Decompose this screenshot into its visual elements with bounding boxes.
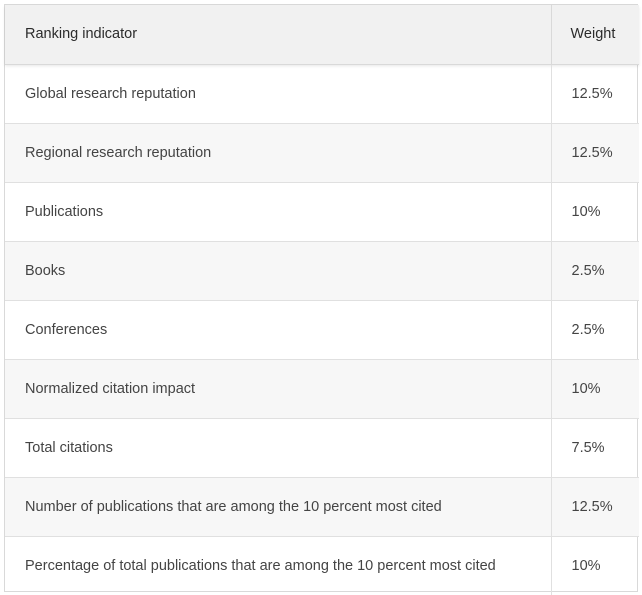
weight-cell: 12.5% (550, 64, 639, 124)
indicator-cell: Regional research reputation (5, 123, 551, 183)
table-row: Regional research reputation 12.5% (5, 123, 639, 183)
indicator-cell: Percentage of total publications that ar… (25, 557, 496, 574)
weight-cell: 12.5% (550, 123, 639, 183)
table-row: Global research reputation 12.5% (5, 64, 639, 124)
weight-cell: 7.5% (550, 418, 639, 478)
weight-cell: 10% (550, 536, 639, 595)
ranking-indicators-table: Ranking indicator Weight Global research… (5, 5, 639, 595)
table-row: Publications 10% (5, 182, 639, 242)
indicator-cell: Publications (5, 182, 551, 242)
table-body: Global research reputation 12.5% Regiona… (5, 64, 639, 595)
weight-cell: 2.5% (550, 300, 639, 360)
weight-cell: 2.5% (550, 241, 639, 301)
indicator-cell: Books (5, 241, 551, 301)
table-header-row: Ranking indicator Weight (5, 5, 639, 65)
indicator-cell: Global research reputation (5, 64, 551, 124)
table-row: Number of publications that are among th… (5, 477, 639, 537)
indicator-cell: Conferences (5, 300, 551, 360)
weight-cell: 10% (550, 182, 639, 242)
table-row: Total citations 7.5% (5, 418, 639, 478)
indicator-cell: Number of publications that are among th… (5, 477, 551, 537)
indicator-cell: Normalized citation impact (5, 359, 551, 419)
table-row: Conferences 2.5% (5, 300, 639, 360)
header-ranking-indicator: Ranking indicator (5, 5, 551, 65)
weight-cell: 10% (550, 359, 639, 419)
table-row: Normalized citation impact 10% (5, 359, 639, 419)
indicator-cell: Total citations (5, 418, 551, 478)
weight-cell: 12.5% (550, 477, 639, 537)
table-row: Percentage of total publications that ar… (5, 536, 639, 595)
ranking-indicators-table-container: Ranking indicator Weight Global research… (4, 4, 639, 595)
table-row: Books 2.5% (5, 241, 639, 301)
table-header: Ranking indicator Weight (5, 5, 639, 65)
header-weight: Weight (550, 5, 639, 65)
